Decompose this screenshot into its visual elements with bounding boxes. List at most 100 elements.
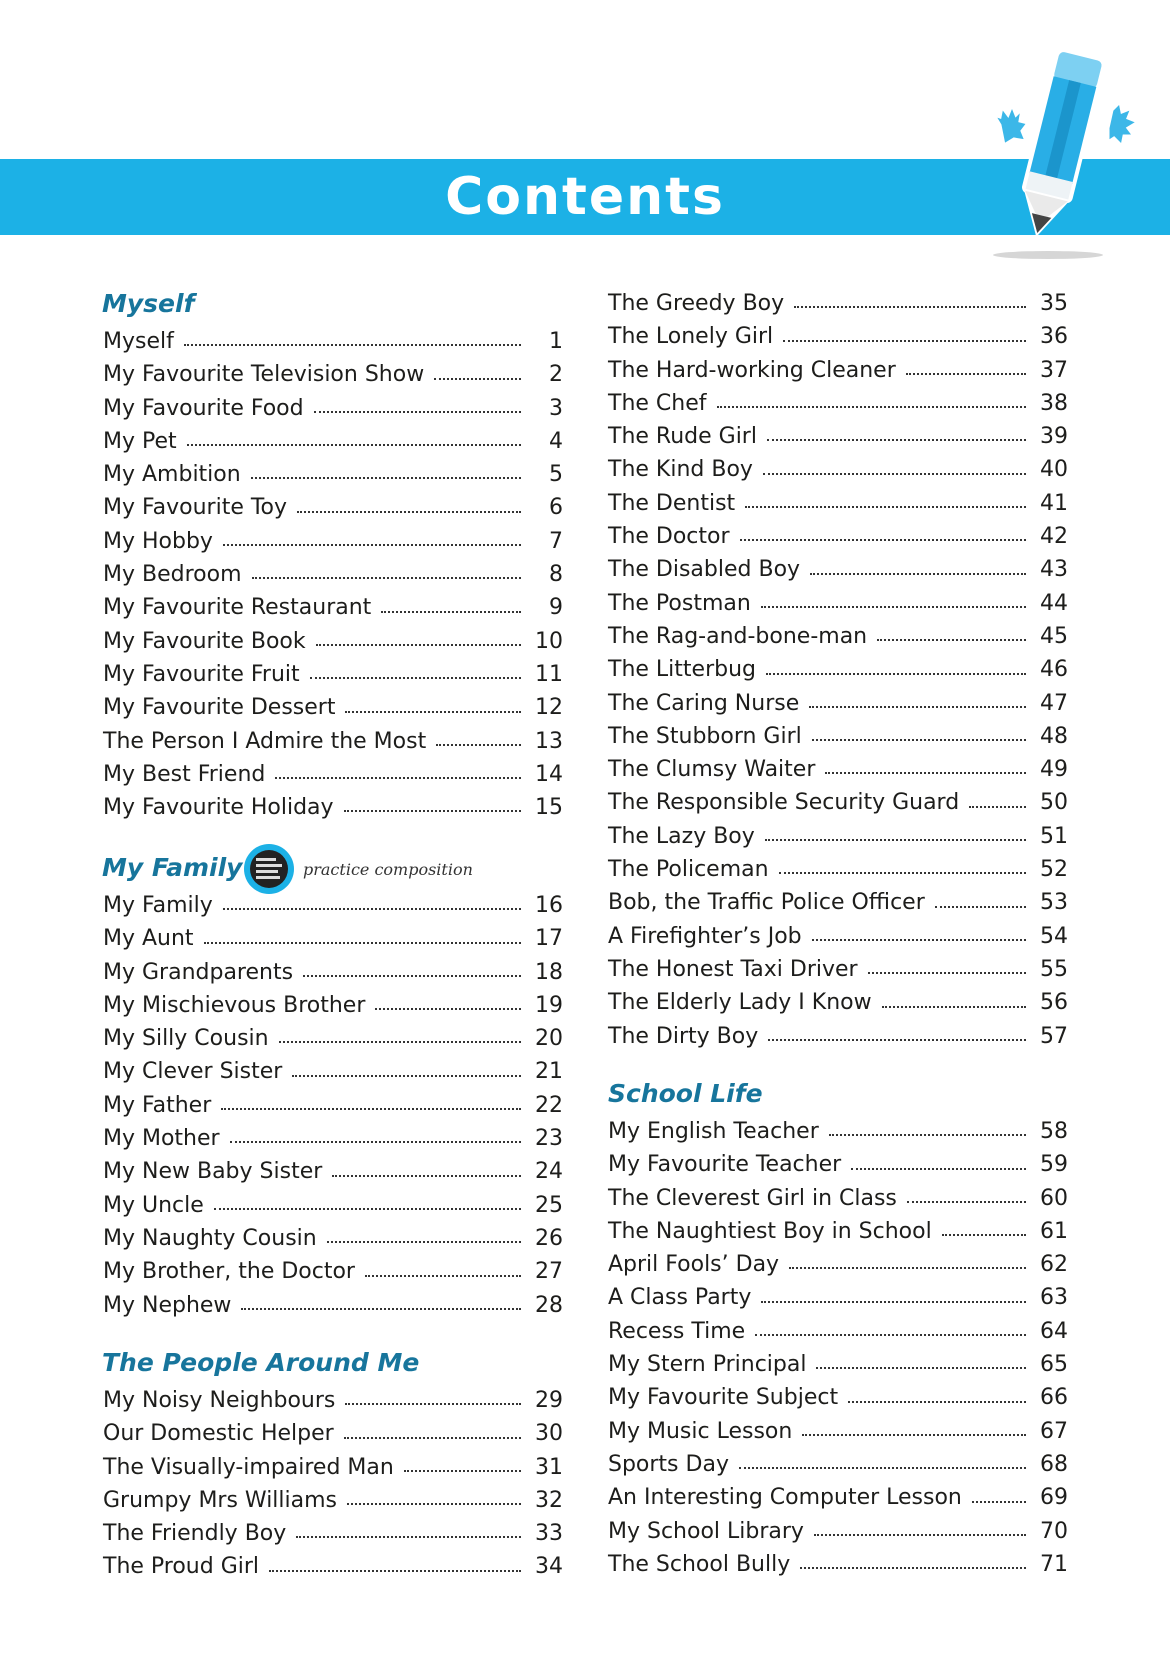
toc-entry[interactable]: The Kind Boy 40: [608, 453, 1068, 486]
toc-entry[interactable]: My Favourite Book 10: [103, 625, 563, 658]
page-number: 3: [549, 395, 563, 421]
toc-entry[interactable]: The Caring Nurse 47: [608, 687, 1068, 720]
toc-entry[interactable]: Grumpy Mrs Williams 32: [103, 1484, 563, 1517]
toc-entry[interactable]: Bob, the Traffic Police Officer 53: [608, 886, 1068, 919]
section-heading-my-family: My Family: [102, 853, 243, 882]
toc-entry[interactable]: My New Baby Sister 24: [103, 1155, 563, 1188]
toc-entry[interactable]: My Favourite Television Show 2: [103, 358, 563, 391]
toc-entry[interactable]: My English Teacher 58: [608, 1115, 1068, 1148]
toc-entry[interactable]: My Favourite Toy 6: [103, 491, 563, 524]
toc-entry[interactable]: My Naughty Cousin 26: [103, 1222, 563, 1255]
toc-entry[interactable]: The Cleverest Girl in Class 60: [608, 1182, 1068, 1215]
toc-entry[interactable]: The Lazy Boy 51: [608, 820, 1068, 853]
toc-entry[interactable]: The Friendly Boy 33: [103, 1517, 563, 1550]
toc-entry[interactable]: A Firefighter’s Job 54: [608, 920, 1068, 953]
dot-leader: [809, 705, 1026, 708]
toc-entry[interactable]: The Proud Girl 34: [103, 1550, 563, 1583]
entry-title: My Stern Principal: [608, 1352, 807, 1378]
section-heading-school-life: School Life: [608, 1079, 763, 1108]
dot-leader: [794, 306, 1026, 309]
page-number: 55: [1040, 956, 1068, 982]
page-number: 37: [1040, 357, 1068, 383]
toc-entry[interactable]: The Lonely Girl 36: [608, 320, 1068, 353]
toc-entry[interactable]: A Class Party 63: [608, 1281, 1068, 1314]
toc-entry[interactable]: The Postman 44: [608, 587, 1068, 620]
toc-entry[interactable]: The Greedy Boy 35: [608, 287, 1068, 320]
practice-composition-label: practice composition: [303, 860, 473, 879]
toc-entry[interactable]: My Aunt 17: [103, 922, 563, 955]
toc-entry[interactable]: The Visually-impaired Man 31: [103, 1451, 563, 1484]
entry-title: An Interesting Computer Lesson: [608, 1485, 962, 1511]
toc-entry[interactable]: The Litterbug 46: [608, 653, 1068, 686]
entry-title: The Clumsy Waiter: [608, 757, 816, 783]
dot-leader: [269, 1569, 521, 1572]
toc-entry[interactable]: The Dirty Boy 57: [608, 1020, 1068, 1053]
page-number: 59: [1040, 1152, 1068, 1178]
toc-entry[interactable]: My Mischievous Brother 19: [103, 989, 563, 1022]
toc-entry[interactable]: The Hard-working Cleaner 37: [608, 354, 1068, 387]
toc-entry[interactable]: My School Library 70: [608, 1515, 1068, 1548]
toc-entry[interactable]: The School Bully 71: [608, 1548, 1068, 1581]
toc-entry[interactable]: My Favourite Food 3: [103, 392, 563, 425]
toc-entry[interactable]: My Favourite Holiday 15: [103, 791, 563, 824]
toc-entry[interactable]: The Disabled Boy 43: [608, 553, 1068, 586]
dot-leader: [825, 772, 1026, 775]
toc-entry[interactable]: My Music Lesson 67: [608, 1415, 1068, 1448]
toc-entry[interactable]: My Favourite Dessert 12: [103, 691, 563, 724]
toc-entry[interactable]: The Responsible Security Guard 50: [608, 786, 1068, 819]
entry-title: My Ambition: [103, 462, 241, 488]
toc-entry[interactable]: The Policeman 52: [608, 853, 1068, 886]
entry-title: My Brother, the Doctor: [103, 1259, 355, 1285]
page-number: 41: [1040, 490, 1068, 516]
page-number: 30: [535, 1421, 563, 1447]
toc-entry[interactable]: My Favourite Teacher 59: [608, 1148, 1068, 1181]
toc-entry[interactable]: The Dentist 41: [608, 487, 1068, 520]
toc-entry[interactable]: My Hobby 7: [103, 525, 563, 558]
toc-entry[interactable]: An Interesting Computer Lesson 69: [608, 1481, 1068, 1514]
toc-entry[interactable]: My Mother 23: [103, 1122, 563, 1155]
toc-entry[interactable]: My Brother, the Doctor 27: [103, 1255, 563, 1288]
toc-entry[interactable]: My Father 22: [103, 1089, 563, 1122]
entry-title: Our Domestic Helper: [103, 1421, 334, 1447]
toc-entry[interactable]: The Honest Taxi Driver 55: [608, 953, 1068, 986]
toc-entry[interactable]: My Clever Sister 21: [103, 1055, 563, 1088]
toc-entry[interactable]: My Ambition 5: [103, 458, 563, 491]
toc-entry[interactable]: My Best Friend 14: [103, 758, 563, 791]
dot-leader: [241, 1307, 521, 1310]
dot-leader: [877, 639, 1026, 642]
toc-entry[interactable]: The Rude Girl 39: [608, 420, 1068, 453]
entry-title: The Dirty Boy: [608, 1023, 759, 1049]
toc-entry[interactable]: My Favourite Subject 66: [608, 1381, 1068, 1414]
page-number: 56: [1040, 990, 1068, 1016]
toc-entry[interactable]: My Bedroom 8: [103, 558, 563, 591]
toc-entry[interactable]: The Person I Admire the Most 13: [103, 725, 563, 758]
toc-entry[interactable]: My Family 16: [103, 889, 563, 922]
toc-entry[interactable]: The Stubborn Girl 48: [608, 720, 1068, 753]
toc-entry[interactable]: My Grandparents 18: [103, 956, 563, 989]
page-number: 4: [549, 428, 563, 454]
toc-entry[interactable]: The Doctor 42: [608, 520, 1068, 553]
toc-entry[interactable]: Recess Time 64: [608, 1315, 1068, 1348]
toc-entry[interactable]: My Favourite Fruit 11: [103, 658, 563, 691]
toc-entry[interactable]: The Elderly Lady I Know 56: [608, 986, 1068, 1019]
toc-entry[interactable]: Sports Day 68: [608, 1448, 1068, 1481]
dot-leader: [851, 1167, 1026, 1170]
toc-entry[interactable]: My Stern Principal 65: [608, 1348, 1068, 1381]
toc-entry[interactable]: My Noisy Neighbours 29: [103, 1384, 563, 1417]
toc-entry[interactable]: The Rag-and-bone-man 45: [608, 620, 1068, 653]
toc-entry[interactable]: My Silly Cousin 20: [103, 1022, 563, 1055]
toc-entry[interactable]: My Nephew 28: [103, 1289, 563, 1322]
toc-entry[interactable]: Myself 1: [103, 325, 563, 358]
toc-entry[interactable]: The Chef 38: [608, 387, 1068, 420]
toc-entry[interactable]: Our Domestic Helper 30: [103, 1417, 563, 1450]
dot-leader: [765, 672, 1026, 675]
toc-entry[interactable]: The Clumsy Waiter 49: [608, 753, 1068, 786]
page-number: 39: [1040, 424, 1068, 450]
toc-entry[interactable]: The Naughtiest Boy in School 61: [608, 1215, 1068, 1248]
toc-entry[interactable]: My Favourite Restaurant 9: [103, 591, 563, 624]
toc-entry[interactable]: April Fools’ Day 62: [608, 1248, 1068, 1281]
dot-leader: [810, 572, 1026, 575]
toc-entry[interactable]: My Uncle 25: [103, 1189, 563, 1222]
entry-title: My Father: [103, 1092, 212, 1118]
toc-entry[interactable]: My Pet 4: [103, 425, 563, 458]
